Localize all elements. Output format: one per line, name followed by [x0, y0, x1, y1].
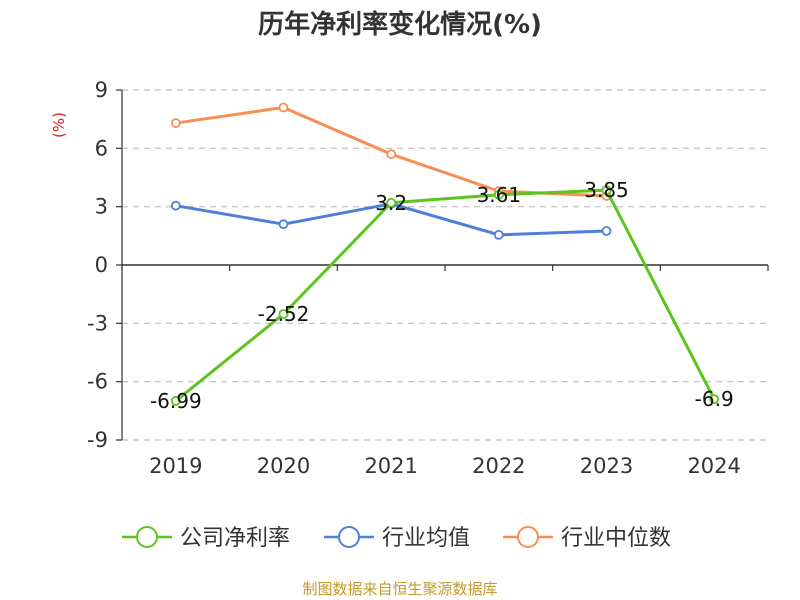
legend-item[interactable]: 行业均值	[324, 526, 470, 551]
legend-item[interactable]: 公司净利率	[122, 526, 290, 551]
series-lines	[170, 102, 720, 406]
data-point	[386, 197, 397, 208]
data-point	[278, 219, 289, 230]
data-point	[386, 149, 397, 160]
x-tick-label: 2024	[687, 454, 740, 478]
series-line	[174, 188, 716, 403]
y-tick-label: -6	[87, 370, 108, 394]
data-labels: -6.99 -2.52 3.2 3.61 3.85 -6.9	[150, 178, 734, 413]
data-label: 3.2	[375, 191, 407, 215]
y-tick-label: -9	[87, 428, 108, 452]
legend-marker	[517, 526, 539, 548]
y-tick-label: 6	[95, 136, 108, 160]
data-point	[709, 394, 720, 405]
legend[interactable]: 公司净利率 行业均值 行业中位数	[122, 526, 671, 551]
legend-label: 公司净利率	[180, 526, 290, 551]
data-point	[493, 189, 504, 200]
data-label: 3.85	[584, 178, 629, 202]
legend-label: 行业均值	[382, 526, 470, 551]
axes: 9 6 3 0 -3 -6 -9 2019 2020 2021 2022 2023 2024	[87, 78, 769, 478]
y-tick-label: 3	[95, 195, 108, 219]
data-point	[278, 309, 289, 319]
x-tick-label: 2022	[472, 454, 525, 478]
x-tick-label: 2019	[149, 454, 202, 478]
grid	[122, 89, 768, 441]
data-label: -2.52	[258, 302, 310, 326]
data-point	[170, 396, 181, 406]
data-point	[170, 118, 181, 128]
y-unit-label: (%)	[50, 112, 68, 138]
legend-marker	[338, 526, 360, 548]
y-tick-label: 0	[95, 253, 108, 277]
x-tick-label: 2020	[257, 454, 310, 478]
source-note: 制图数据来自恒生聚源数据库	[302, 580, 497, 598]
y-tick-label: -3	[87, 311, 108, 335]
y-tick-label: 9	[95, 78, 108, 102]
legend-marker	[136, 526, 158, 548]
data-point	[493, 229, 504, 240]
data-label: -6.9	[695, 387, 734, 411]
data-point	[601, 226, 612, 236]
data-label: -6.99	[150, 389, 202, 413]
x-tick-label: 2023	[580, 454, 633, 478]
data-point	[170, 200, 181, 211]
data-label: 3.61	[477, 183, 522, 207]
chart-title: 历年净利率变化情况(%)	[258, 9, 542, 40]
legend-item[interactable]: 行业中位数	[503, 526, 671, 551]
x-tick-label: 2021	[364, 454, 417, 478]
data-point	[601, 185, 612, 196]
legend-label: 行业中位数	[561, 526, 671, 551]
data-point	[278, 102, 289, 113]
